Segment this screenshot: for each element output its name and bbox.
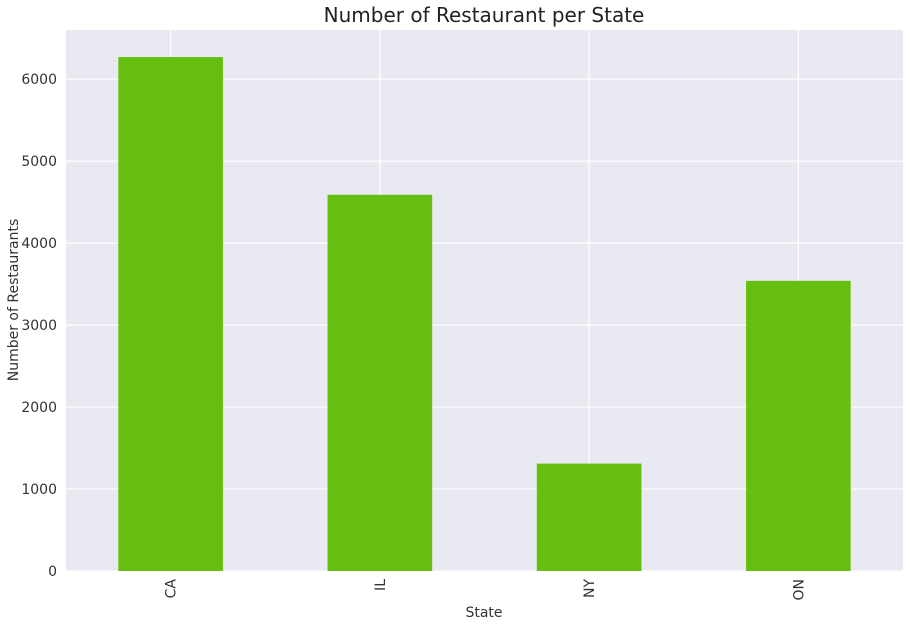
- chart-title: Number of Restaurant per State: [324, 3, 645, 27]
- x-tick-label: IL: [373, 579, 389, 591]
- y-tick-labels: 0 1000 2000 3000 4000 5000 6000: [21, 72, 57, 580]
- y-tick-label: 6000: [21, 72, 57, 88]
- y-axis-label: Number of Restaurants: [6, 219, 22, 382]
- bar-ca: [118, 57, 223, 572]
- x-tick-label: CA: [164, 579, 180, 599]
- x-axis-label: State: [465, 605, 502, 621]
- y-tick-label: 2000: [21, 400, 57, 416]
- bar-il: [327, 194, 433, 571]
- x-tick-labels: CA IL NY ON: [164, 579, 808, 601]
- y-tick-label: 3000: [21, 318, 57, 334]
- y-tick-label: 4000: [21, 236, 57, 252]
- x-tick-label: NY: [582, 579, 598, 598]
- x-tick-label: ON: [791, 579, 807, 601]
- y-tick-label: 1000: [21, 482, 57, 498]
- bars: [118, 57, 851, 572]
- y-tick-label: 0: [48, 564, 57, 580]
- y-tick-label: 5000: [21, 154, 57, 170]
- bar-ny: [536, 463, 642, 571]
- bar-on: [746, 280, 851, 571]
